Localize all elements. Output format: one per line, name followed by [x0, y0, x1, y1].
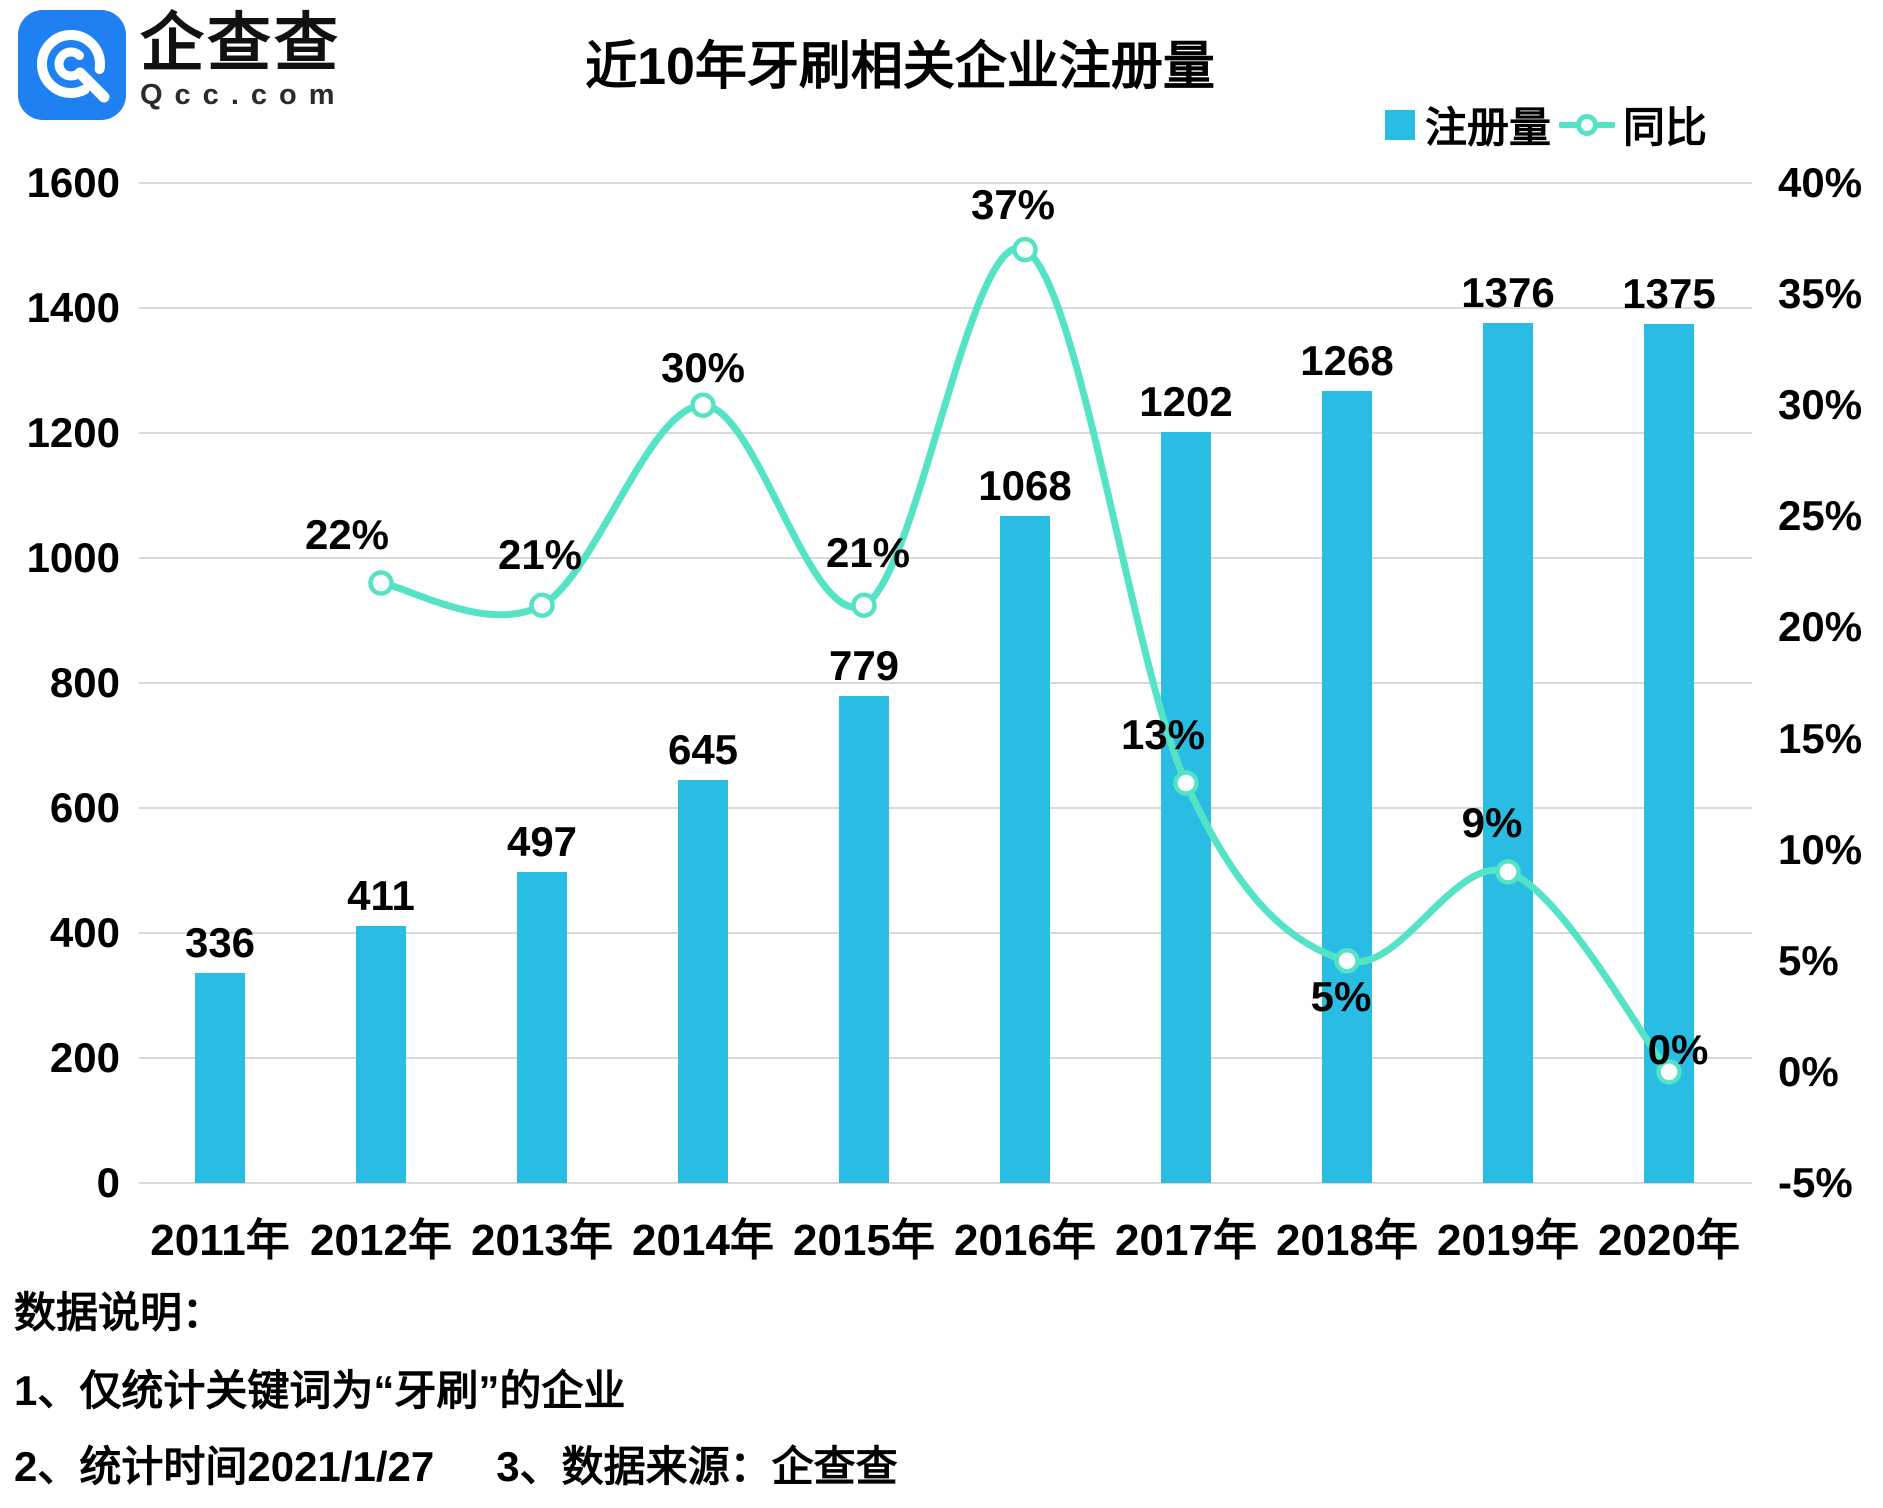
bar-value-label: 411 [347, 872, 415, 920]
bar-2018年 [1322, 390, 1372, 1183]
left-axis-tick: 1400 [26, 284, 120, 331]
left-axis-tick: 1600 [26, 159, 120, 206]
legend-bar-label[interactable]: 注册量 [1425, 104, 1552, 151]
bar-value-label: 1375 [1622, 269, 1716, 317]
yoy-value-label: 9% [1461, 798, 1523, 846]
grid-line [139, 1182, 1752, 1184]
brand-block: 企查查 Qcc.com [18, 10, 347, 120]
right-axis-tick: 10% [1778, 825, 1863, 873]
x-axis-label: 2020年 [1598, 1216, 1740, 1265]
bar-2014年 [678, 779, 728, 1183]
bar-value-label: 645 [667, 725, 739, 773]
x-axis-label: 2015年 [793, 1216, 935, 1265]
x-axis-label: 2013年 [471, 1216, 613, 1265]
bar-2015年 [839, 696, 889, 1183]
chart-legend: 注册量 同比 [1385, 94, 1707, 155]
right-axis-tick: -5% [1778, 1158, 1853, 1206]
chart-title: 近10年牙刷相关企业注册量 [585, 38, 1215, 96]
left-axis-tick: 600 [49, 784, 120, 831]
left-axis-tick: 1200 [26, 409, 120, 456]
right-axis-tick: 20% [1778, 603, 1863, 651]
right-axis-tick: 5% [1778, 936, 1839, 984]
brand-name-cn: 企查查 [140, 7, 341, 79]
notes-line-2: 2、统计时间2021/1/27 3、数据来源：企查查 [14, 1444, 898, 1490]
right-axis-tick: 35% [1778, 270, 1863, 318]
right-axis-tick: 30% [1778, 381, 1863, 429]
x-axis-label: 2012年 [310, 1216, 452, 1265]
line-marker [690, 392, 716, 418]
logo-inner-c [54, 47, 88, 81]
yoy-value-label: 13% [1120, 711, 1206, 758]
left-axis-tick: 800 [49, 659, 120, 706]
bar-value-label: 1202 [1139, 377, 1233, 425]
left-axis-tick: 0 [96, 1159, 120, 1206]
bar-value-label: 336 [184, 919, 256, 966]
x-axis-label: 2017年 [1115, 1216, 1257, 1265]
yoy-value-label: 5% [1310, 972, 1372, 1020]
right-axis-tick: 40% [1778, 159, 1863, 206]
yoy-value-label: 0% [1647, 1025, 1709, 1073]
bar-value-label: 497 [506, 818, 578, 866]
brand-text: 企查查 Qcc.com [140, 10, 347, 112]
logo-magnifier-handle [74, 67, 110, 103]
bar-2013年 [517, 872, 567, 1183]
legend-line-label[interactable]: 同比 [1623, 104, 1708, 151]
x-axis-label: 2011年 [150, 1216, 290, 1265]
grid-line [139, 182, 1752, 184]
right-axis-tick: 15% [1778, 714, 1863, 762]
qcc-logo-icon [18, 10, 126, 120]
brand-domain: Qcc.com [140, 79, 347, 111]
notes-line-2b: 3、数据来源：企查查 [496, 1443, 898, 1490]
line-marker [529, 592, 555, 618]
left-axis-tick: 400 [49, 909, 120, 956]
bar-2012年 [356, 926, 406, 1183]
notes-line-1: 1、仅统计关键词为“牙刷”的企业 [14, 1367, 626, 1414]
yoy-value-label: 37% [970, 180, 1056, 228]
bar-2017年 [1161, 431, 1211, 1183]
right-axis-tick: 0% [1778, 1047, 1839, 1095]
yoy-value-label: 21% [497, 531, 583, 579]
bar-value-label: 1268 [1300, 336, 1394, 384]
bar-value-label: 1068 [978, 461, 1072, 509]
bar-value-label: 779 [828, 642, 900, 690]
left-axis-tick: 200 [49, 1034, 120, 1081]
line-marker [368, 570, 394, 596]
line-marker [1012, 236, 1038, 263]
notes-line-2a: 2、统计时间2021/1/27 [14, 1443, 435, 1490]
right-axis-tick: 25% [1778, 492, 1863, 540]
left-axis-tick: 1000 [26, 534, 120, 581]
x-axis-label: 2019年 [1437, 1216, 1579, 1265]
data-notes: 数据说明： 1、仅统计关键词为“牙刷”的企业 2、统计时间2021/1/27 3、… [14, 1290, 898, 1490]
bar-2011年 [195, 973, 245, 1183]
bar-value-label: 1376 [1461, 269, 1555, 316]
line-marker [851, 592, 877, 618]
bar-2016年 [1000, 515, 1050, 1183]
legend-bar-swatch-icon[interactable] [1385, 109, 1415, 140]
logo-background [18, 10, 126, 120]
legend-line-marker-icon[interactable] [1559, 112, 1616, 138]
x-axis-label: 2016年 [954, 1216, 1096, 1265]
notes-heading: 数据说明： [14, 1289, 225, 1336]
yoy-value-label: 21% [825, 529, 911, 577]
yoy-value-label: 22% [304, 511, 390, 558]
bar-2019年 [1483, 323, 1533, 1183]
x-axis-label: 2014年 [632, 1216, 774, 1265]
logo-outer-c [37, 30, 105, 98]
yoy-value-label: 30% [660, 344, 746, 392]
x-axis-label: 2018年 [1276, 1216, 1418, 1265]
